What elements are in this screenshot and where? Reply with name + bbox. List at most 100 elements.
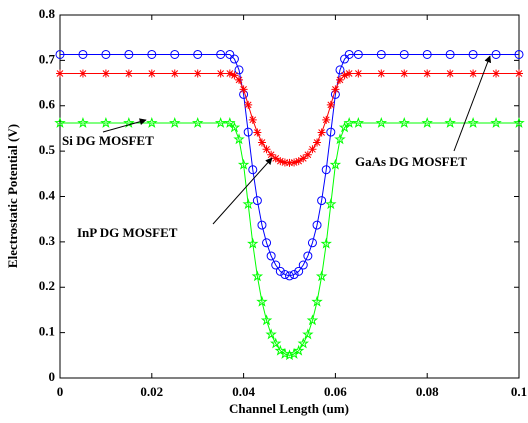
data-marker	[256, 295, 268, 307]
data-marker	[235, 75, 244, 84]
y-tick-label: 0.6	[39, 97, 56, 112]
x-tick-label: 0.08	[416, 384, 439, 399]
data-marker	[170, 49, 180, 59]
data-marker	[311, 295, 323, 307]
annotation: GaAs DG MOSFET	[355, 154, 467, 169]
data-marker	[260, 314, 273, 326]
data-marker	[170, 69, 179, 78]
y-tick-label: 0.8	[39, 6, 56, 21]
data-marker	[312, 220, 322, 230]
plot-frame	[59, 14, 520, 379]
data-marker	[225, 49, 235, 59]
data-marker	[353, 49, 363, 59]
data-marker	[294, 157, 303, 166]
data-marker	[445, 49, 455, 59]
data-marker	[269, 337, 282, 349]
data-marker	[307, 238, 317, 248]
data-marker	[271, 260, 281, 270]
data-marker	[334, 133, 346, 145]
data-marker	[294, 266, 304, 276]
data-marker	[377, 69, 386, 78]
data-marker	[317, 196, 327, 206]
data-marker	[267, 150, 276, 159]
data-marker	[335, 65, 345, 75]
data-marker	[169, 116, 181, 128]
data-marker	[253, 128, 262, 137]
data-marker	[490, 116, 502, 128]
data-marker	[279, 347, 291, 359]
data-marker	[257, 138, 266, 147]
data-marker	[331, 85, 340, 94]
data-marker	[224, 116, 236, 128]
data-marker	[422, 49, 432, 59]
data-marker	[283, 349, 296, 361]
data-marker	[423, 69, 432, 78]
data-marker	[376, 49, 386, 59]
data-marker	[298, 260, 308, 270]
x-tick-label: 0.04	[232, 384, 255, 399]
data-marker	[343, 116, 355, 128]
data-marker	[233, 133, 245, 145]
data-marker	[340, 71, 349, 80]
data-marker	[266, 251, 276, 261]
data-marker	[399, 49, 409, 59]
data-marker	[100, 116, 112, 128]
data-marker	[315, 270, 328, 282]
data-marker	[101, 69, 110, 78]
data-marker	[225, 69, 234, 78]
data-marker	[147, 49, 157, 59]
annotation: Si DG MOSFET	[62, 133, 154, 148]
data-marker	[326, 127, 336, 137]
data-marker	[248, 165, 258, 175]
y-tick-label: 0.7	[39, 51, 56, 66]
data-marker	[193, 49, 203, 59]
data-marker	[78, 69, 87, 78]
annotation-arrow	[102, 118, 147, 133]
data-marker	[288, 347, 300, 359]
data-marker	[352, 116, 365, 128]
data-marker	[230, 71, 239, 80]
data-marker	[354, 69, 363, 78]
data-marker	[329, 158, 342, 170]
data-marker	[492, 69, 501, 78]
data-marker	[322, 115, 331, 124]
data-marker	[262, 238, 272, 248]
data-marker	[292, 344, 305, 356]
data-marker	[265, 328, 277, 340]
data-marker	[243, 127, 253, 137]
data-marker	[335, 75, 344, 84]
data-marker	[147, 69, 156, 78]
data-marker	[124, 69, 133, 78]
data-marker	[191, 116, 204, 128]
annotation: InP DG MOSFET	[77, 225, 178, 240]
y-tick-label: 0	[49, 369, 56, 384]
x-axis-label: Channel Length (um)	[229, 401, 349, 416]
x-tick-label: 0.02	[140, 384, 163, 399]
data-marker	[297, 337, 310, 349]
data-marker	[320, 237, 332, 249]
data-marker	[285, 158, 294, 167]
data-marker	[513, 116, 525, 128]
data-marker	[237, 158, 250, 170]
x-tick-label: 0	[57, 384, 64, 399]
data-marker	[299, 154, 308, 163]
data-marker	[290, 158, 299, 167]
data-marker	[446, 69, 455, 78]
data-marker	[302, 328, 314, 340]
data-marker	[262, 145, 271, 154]
data-marker	[276, 157, 285, 166]
data-marker	[55, 49, 65, 59]
data-marker	[398, 116, 410, 128]
data-marker	[77, 116, 89, 128]
y-tick-label: 0.4	[39, 187, 56, 202]
y-tick-label: 0.3	[39, 233, 56, 248]
data-marker	[271, 154, 280, 163]
data-marker	[344, 49, 354, 59]
data-marker	[326, 100, 335, 109]
data-marker	[491, 49, 501, 59]
data-marker	[252, 196, 262, 206]
data-marker	[375, 116, 388, 128]
data-marker	[444, 116, 456, 128]
